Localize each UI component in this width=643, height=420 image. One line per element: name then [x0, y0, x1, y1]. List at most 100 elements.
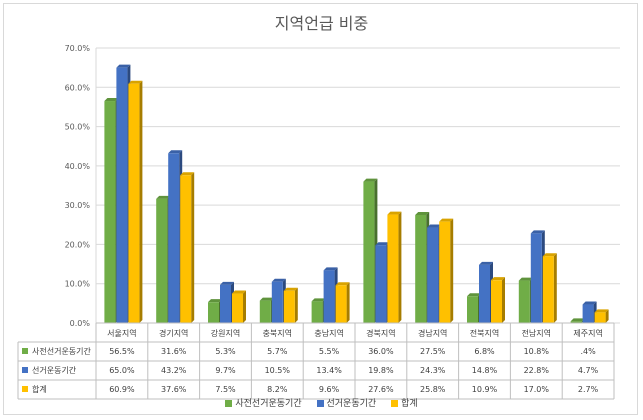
- chart-legend: 사전선거운동기간 선거운동기간 합계: [0, 396, 643, 409]
- table-series-name: 사전선거운동기간: [32, 346, 92, 356]
- bar-top-0: [363, 178, 378, 182]
- table-series-name: 선거운동기간: [32, 365, 77, 375]
- data-label: 10.8%: [524, 347, 550, 356]
- bar-2: [283, 290, 295, 323]
- data-label: 14.8%: [472, 366, 498, 375]
- bar-2: [128, 83, 140, 323]
- data-label: 17.0%: [524, 385, 550, 394]
- bar-1: [375, 245, 387, 323]
- bar-side-2: [450, 218, 454, 323]
- data-label: 27.6%: [368, 385, 394, 394]
- bar-top-1: [582, 301, 597, 305]
- x-tick-label: 강원지역: [211, 328, 240, 338]
- bar-top-2: [180, 172, 195, 176]
- data-label: 43.2%: [161, 366, 187, 375]
- bar-side-2: [139, 80, 143, 323]
- legend-item-series-0: 사전선거운동기간: [225, 396, 302, 409]
- x-tick-label: 충남지역: [314, 328, 343, 338]
- bar-top-1: [479, 261, 493, 265]
- y-tick-label: 0.0%: [70, 319, 91, 328]
- bar-top-2: [232, 290, 246, 294]
- legend-swatch-1: [316, 400, 324, 407]
- y-tick-label: 50.0%: [65, 123, 91, 132]
- bar-0: [259, 300, 271, 323]
- x-tick-label: 서울지역: [107, 328, 136, 338]
- bar-top-0: [208, 299, 222, 303]
- table-legend-key-1: [22, 367, 28, 373]
- data-label: 65.0%: [109, 366, 135, 375]
- bar-2: [439, 221, 451, 323]
- bar-top-2: [335, 282, 350, 286]
- bar-top-1: [375, 242, 390, 246]
- bar-side-2: [398, 211, 402, 323]
- data-label: 37.6%: [161, 385, 187, 394]
- bar-side-2: [502, 277, 505, 323]
- bar-side-2: [346, 282, 350, 323]
- bar-top-2: [387, 211, 402, 215]
- bar-top-0: [156, 195, 171, 199]
- data-label: 56.5%: [109, 347, 135, 356]
- legend-label-0: 사전선거운동기간: [235, 399, 302, 409]
- bar-0: [467, 296, 478, 323]
- data-label: 5.5%: [319, 347, 340, 356]
- bar-top-1: [116, 64, 131, 68]
- bar-side-2: [243, 290, 246, 323]
- bar-top-0: [311, 298, 326, 302]
- y-tick-label: 40.0%: [65, 162, 91, 171]
- y-tick-label: 10.0%: [65, 280, 91, 289]
- bar-top-1: [168, 150, 183, 154]
- data-label: 10.9%: [472, 385, 498, 394]
- data-label: 9.6%: [319, 385, 340, 394]
- data-label: 5.7%: [267, 347, 288, 356]
- bar-top-2: [594, 309, 609, 313]
- data-label: 27.5%: [420, 347, 446, 356]
- legend-label-1: 선거운동기간: [326, 399, 377, 409]
- x-tick-label: 충북지역: [263, 328, 292, 338]
- bar-1: [479, 264, 490, 323]
- bar-top-2: [283, 287, 298, 291]
- legend-swatch-0: [225, 400, 233, 407]
- y-tick-label: 20.0%: [65, 240, 91, 249]
- bar-0: [518, 280, 530, 323]
- bar-0: [363, 181, 375, 323]
- data-label: 13.4%: [316, 366, 342, 375]
- data-label: 36.0%: [368, 347, 394, 356]
- bar-top-1: [427, 224, 442, 228]
- bar-0: [311, 301, 323, 323]
- bar-side-2: [191, 172, 195, 323]
- bar-1: [271, 281, 283, 323]
- table-legend-key-0: [22, 348, 28, 354]
- data-label: 60.9%: [109, 385, 135, 394]
- legend-item-series-1: 선거운동기간: [316, 396, 377, 409]
- bar-1: [530, 233, 542, 323]
- bar-0: [156, 198, 168, 323]
- data-label: 2.7%: [578, 385, 599, 394]
- bar-side-2: [553, 253, 557, 323]
- bar-0: [208, 302, 219, 323]
- bar-2: [491, 280, 502, 323]
- data-label: 10.5%: [265, 366, 291, 375]
- chart-title: 지역언급 비중: [274, 14, 369, 33]
- bar-top-1: [323, 267, 338, 271]
- y-tick-label: 70.0%: [65, 44, 91, 53]
- data-label: 5.3%: [215, 347, 236, 356]
- table-series-name: 합계: [32, 384, 47, 394]
- bar-1: [220, 284, 231, 323]
- bar-top-0: [518, 277, 533, 281]
- x-tick-label: 전북지역: [470, 328, 499, 338]
- y-tick-label: 60.0%: [65, 83, 91, 92]
- bar-side-2: [294, 287, 298, 323]
- bar-top-1: [271, 278, 286, 282]
- legend-label-2: 합계: [401, 399, 418, 409]
- data-label: 4.7%: [578, 366, 599, 375]
- data-label: 6.8%: [474, 347, 495, 356]
- bar-1: [582, 304, 594, 323]
- x-tick-label: 경기지역: [159, 328, 188, 338]
- bar-0: [415, 214, 427, 323]
- bar-top-2: [128, 80, 143, 84]
- bar-top-0: [415, 211, 430, 215]
- data-label: 31.6%: [161, 347, 187, 356]
- bar-2: [232, 293, 243, 323]
- bar-1: [323, 270, 335, 323]
